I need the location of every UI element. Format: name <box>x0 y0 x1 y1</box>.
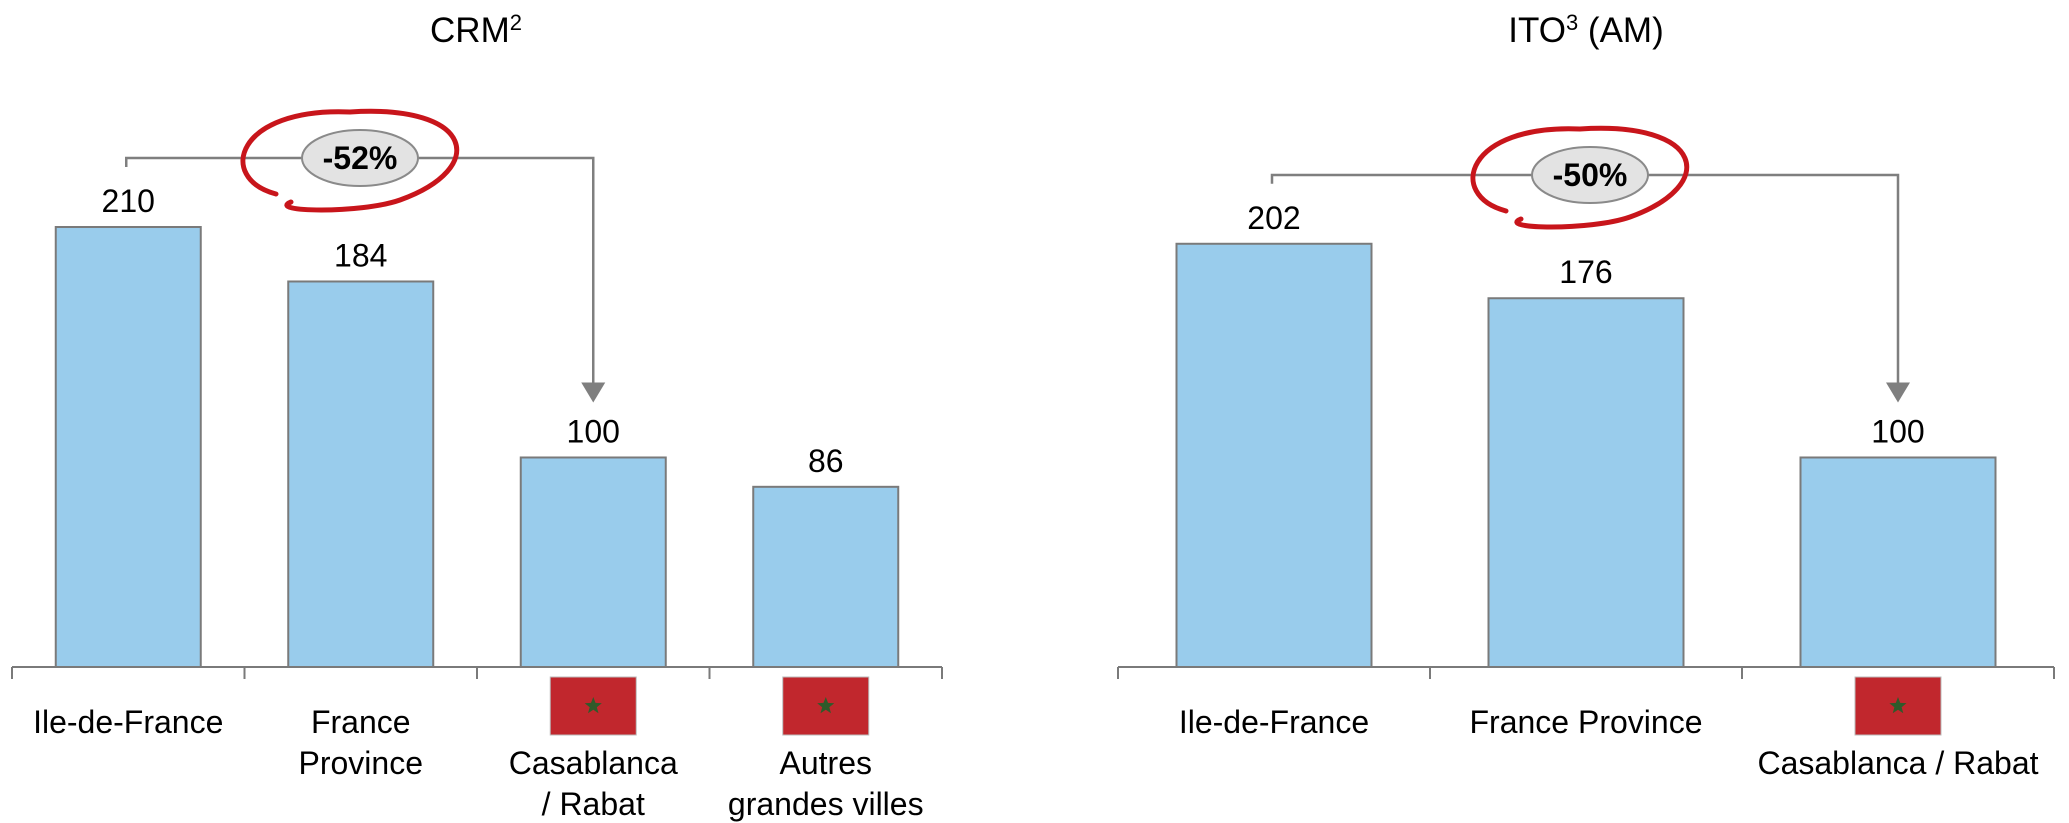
flag-star <box>584 697 602 714</box>
bar <box>1799 456 1997 669</box>
chart-title: CRM2 <box>430 10 522 50</box>
category-label: Autres <box>780 745 872 781</box>
bar <box>752 485 900 668</box>
category-label: Ile-de-France <box>33 704 223 740</box>
callout-label: -50% <box>1553 157 1628 193</box>
morocco-flag-icon <box>1854 676 1942 736</box>
morocco-flag-icon <box>782 676 870 736</box>
bar <box>287 280 435 668</box>
chart-1: CRM2 210 Ile-de-France 184 France Province 100… <box>11 10 943 822</box>
chart-title: ITO3 (AM) <box>1508 10 1664 50</box>
category-label: Casablanca <box>509 745 678 781</box>
chart-2: ITO3 (AM) 202 Ile-de-France 176 France Provi… <box>1117 10 2055 781</box>
morocco-flag-icon <box>549 676 637 736</box>
category-label: Ile-de-France <box>1179 704 1369 740</box>
category-label: Province <box>299 745 424 781</box>
bar <box>519 456 667 669</box>
category-label: France Province <box>1470 704 1703 740</box>
category-label: grandes villes <box>728 786 924 822</box>
callout-pill <box>301 129 419 187</box>
data-label: 100 <box>1871 413 1924 449</box>
callout-arrowhead-icon <box>1886 382 1910 403</box>
data-label: 210 <box>102 183 155 219</box>
chart-title-suffix: (AM) <box>1578 11 1664 50</box>
callout-label: -52% <box>323 140 398 176</box>
callout-arrowhead-icon <box>581 382 606 403</box>
data-label: 86 <box>808 443 844 479</box>
bar <box>1175 242 1373 668</box>
chart-title-main: ITO <box>1508 11 1566 50</box>
flag-field <box>549 676 637 736</box>
data-label: 100 <box>567 413 620 449</box>
data-label: 202 <box>1247 200 1300 236</box>
highlight-circle <box>240 108 460 213</box>
flag-star <box>817 697 835 714</box>
bar <box>1487 297 1685 668</box>
highlight-circle <box>1470 125 1690 230</box>
flag-star <box>1889 697 1907 714</box>
chart-title-main: CRM <box>430 11 510 50</box>
category-label: France <box>311 704 411 740</box>
category-label: Casablanca / Rabat <box>1757 745 2038 781</box>
bar <box>54 226 202 668</box>
category-label: / Rabat <box>542 786 645 822</box>
data-label: 176 <box>1559 254 1612 290</box>
chart-title-superscript: 2 <box>510 10 522 35</box>
callout-pill <box>1531 146 1649 204</box>
chart-title-superscript: 3 <box>1566 10 1578 35</box>
data-label: 184 <box>334 237 387 273</box>
